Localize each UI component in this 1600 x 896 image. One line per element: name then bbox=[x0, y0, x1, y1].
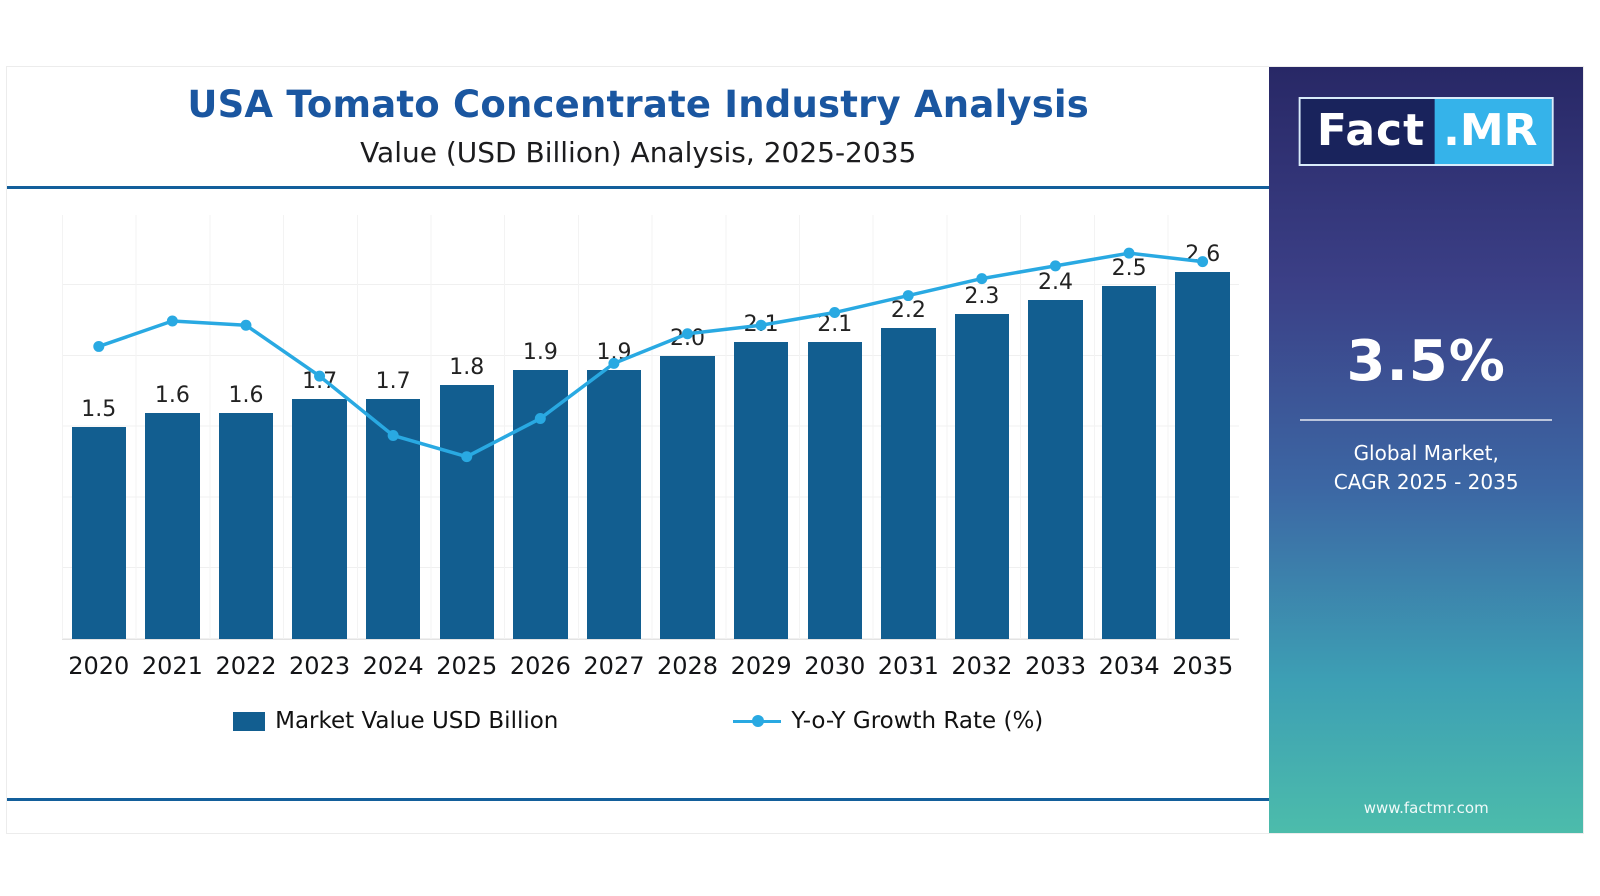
line-swatch-icon bbox=[733, 712, 782, 731]
bar bbox=[1028, 299, 1083, 639]
bar bbox=[513, 370, 568, 639]
bar bbox=[292, 398, 347, 639]
page-title: USA Tomato Concentrate Industry Analysis bbox=[187, 83, 1090, 126]
bar-slot: 1.7 bbox=[356, 215, 430, 639]
bar-value-label: 2.2 bbox=[890, 298, 926, 324]
x-axis-label: 2030 bbox=[804, 652, 866, 680]
cagr-caption: Global Market, CAGR 2025 - 2035 bbox=[1269, 439, 1583, 497]
bar-value-label: 1.8 bbox=[449, 354, 485, 380]
x-axis-label: 2026 bbox=[509, 652, 571, 680]
bar-slot: 2.6 bbox=[1166, 215, 1240, 639]
bar-value-label: 1.9 bbox=[596, 340, 632, 366]
bar-value-label: 2.5 bbox=[1111, 255, 1147, 281]
x-axis-label: 2021 bbox=[141, 652, 203, 680]
header-divider-rule bbox=[7, 186, 1270, 189]
x-axis-label: 2025 bbox=[436, 652, 498, 680]
bar bbox=[365, 398, 421, 639]
x-axis-label: 2029 bbox=[730, 652, 792, 680]
bar bbox=[1101, 285, 1157, 639]
x-axis-label: 2035 bbox=[1172, 652, 1234, 680]
bar bbox=[954, 313, 1010, 639]
bar-value-label: 2.3 bbox=[964, 283, 1000, 309]
bar-slot: 2.2 bbox=[872, 215, 946, 639]
bar-slot: 2.1 bbox=[724, 215, 798, 639]
bar bbox=[71, 427, 127, 639]
bar-slot: 2.1 bbox=[798, 215, 872, 639]
bar-slot: 2.4 bbox=[1019, 215, 1093, 639]
bar bbox=[439, 384, 494, 639]
bar bbox=[733, 342, 789, 639]
factmr-logo: Fact .MR bbox=[1298, 97, 1554, 166]
x-axis-label: 2034 bbox=[1098, 652, 1160, 680]
x-axis-label: 2033 bbox=[1024, 652, 1087, 680]
legend-bar-label: Market Value USD Billion bbox=[275, 708, 559, 734]
bar-value-label: 1.6 bbox=[228, 382, 264, 408]
bar-slot: 1.6 bbox=[136, 215, 210, 639]
bar-slot: 2.0 bbox=[651, 215, 725, 639]
panel-divider bbox=[1300, 419, 1553, 421]
cagr-caption-line1: Global Market, bbox=[1353, 441, 1499, 465]
bar-value-label: 2.1 bbox=[743, 312, 779, 338]
bar-slot: 1.9 bbox=[504, 215, 578, 639]
bar-value-label: 2.6 bbox=[1185, 241, 1221, 267]
bar-value-label: 1.6 bbox=[154, 382, 190, 408]
logo-mr-text: .MR bbox=[1435, 99, 1552, 164]
bar bbox=[881, 328, 936, 639]
bar bbox=[218, 412, 274, 639]
infographic: USA Tomato Concentrate Industry Analysis… bbox=[6, 66, 1584, 834]
bar-slot: 1.5 bbox=[62, 215, 136, 639]
chart-header: USA Tomato Concentrate Industry Analysis… bbox=[7, 67, 1269, 169]
legend: Market Value USD Billion Y-o-Y Growth Ra… bbox=[7, 708, 1269, 734]
x-axis: 2020 2021 2022 2023 2024 2025 2026 2027 2028 2029… bbox=[62, 652, 1239, 680]
legend-line-label: Y-o-Y Growth Rate (%) bbox=[791, 708, 1044, 734]
bars: 1.5 1.6 1.6 1.7 1.7 1.8 1.9 1.9 2.0 2.1 2.1 2.2 2.3 2… bbox=[62, 215, 1239, 639]
bar-slot: 1.9 bbox=[577, 215, 651, 639]
bar-value-label: 1.7 bbox=[375, 368, 411, 394]
bar-value-label: 2.1 bbox=[817, 312, 853, 338]
x-axis-label: 2022 bbox=[215, 652, 277, 680]
bar-value-label: 2.4 bbox=[1038, 269, 1074, 295]
bar-swatch-icon bbox=[233, 711, 266, 731]
bar-value-label: 2.0 bbox=[670, 326, 706, 352]
logo-fact-text: Fact bbox=[1300, 99, 1436, 164]
bar bbox=[586, 370, 642, 639]
x-axis-label: 2031 bbox=[877, 652, 939, 680]
plot-area: 1.5 1.6 1.6 1.7 1.7 1.8 1.9 1.9 2.0 2.1 2.1 2.2 2.3 2… bbox=[62, 215, 1240, 640]
bar-value-label: 1.5 bbox=[81, 397, 117, 422]
x-axis-label: 2024 bbox=[362, 652, 424, 680]
bar-slot: 1.7 bbox=[283, 215, 357, 639]
website-url: www.factmr.com bbox=[1363, 799, 1489, 817]
x-axis-label: 2027 bbox=[583, 652, 645, 680]
chart-area: USA Tomato Concentrate Industry Analysis… bbox=[7, 67, 1270, 833]
cagr-caption-line2: CAGR 2025 - 2035 bbox=[1333, 470, 1519, 494]
bar-slot: 1.6 bbox=[209, 215, 283, 639]
legend-item-line: Y-o-Y Growth Rate (%) bbox=[733, 708, 1043, 734]
brand-panel: Fact .MR 3.5% Global Market, CAGR 2025 -… bbox=[1269, 67, 1583, 833]
page-subtitle: Value (USD Billion) Analysis, 2025-2035 bbox=[360, 136, 917, 169]
bar bbox=[1175, 271, 1230, 639]
x-axis-label: 2023 bbox=[289, 652, 351, 680]
bar bbox=[145, 412, 200, 639]
bar-value-label: 1.7 bbox=[302, 368, 338, 394]
bar bbox=[660, 356, 715, 639]
x-axis-label: 2020 bbox=[68, 652, 130, 680]
bar-value-label: 1.9 bbox=[522, 340, 558, 366]
x-axis-label: 2028 bbox=[657, 652, 719, 680]
footer-divider-rule bbox=[7, 798, 1270, 801]
x-axis-label: 2032 bbox=[951, 652, 1013, 680]
bar-slot: 2.5 bbox=[1092, 215, 1166, 639]
cagr-stat: 3.5% bbox=[1346, 329, 1506, 394]
legend-item-bar: Market Value USD Billion bbox=[233, 708, 558, 734]
bar-slot: 2.3 bbox=[945, 215, 1019, 639]
bar-slot: 1.8 bbox=[430, 215, 504, 639]
bar bbox=[807, 342, 862, 639]
